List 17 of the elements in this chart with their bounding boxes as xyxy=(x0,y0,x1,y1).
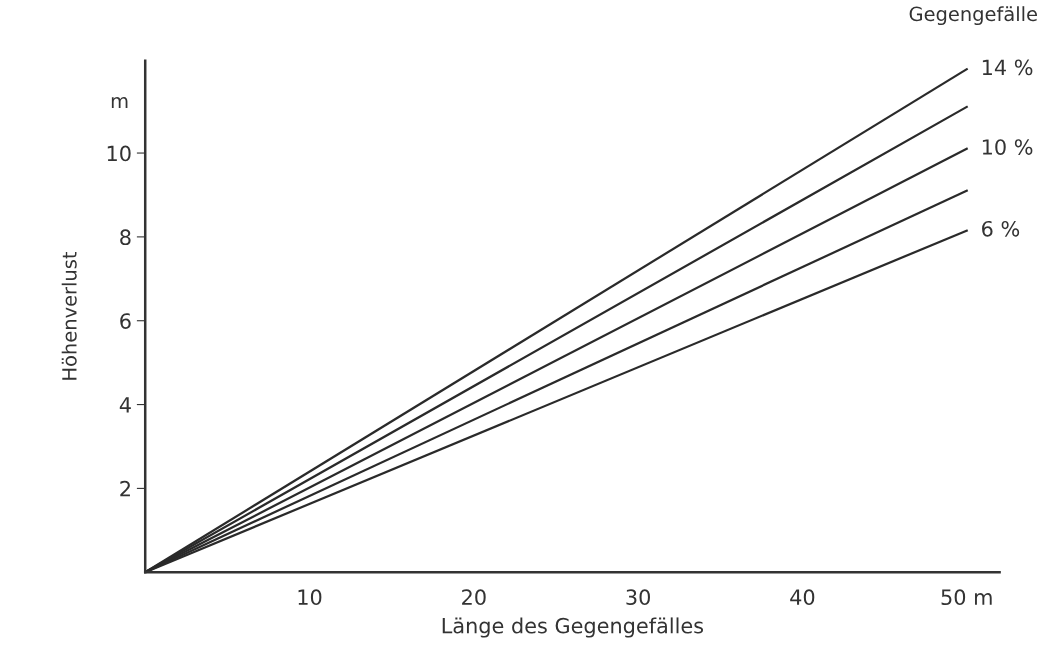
x-tick-label: 10 xyxy=(298,589,322,606)
y-tick-label: 10 xyxy=(107,145,131,162)
y-tick-label: 4 xyxy=(119,397,131,413)
x-tick-label: 30 xyxy=(626,589,650,606)
series-label: 6 % xyxy=(982,220,1020,237)
y-tick-label: 6 xyxy=(120,313,131,329)
x-axis-title: Länge des Gegengefälles xyxy=(442,617,704,638)
x-tick-label: 40 xyxy=(790,589,815,606)
legend-title: Gegengefälle xyxy=(909,6,1037,26)
x-tick-label: 50 m xyxy=(941,589,992,606)
text: m xyxy=(111,97,128,108)
x-tick-label: 20 xyxy=(462,589,486,606)
y-axis-title: Höhenverlust xyxy=(61,251,77,380)
series-label: 14 % xyxy=(982,59,1033,76)
y-tick-label: 8 xyxy=(120,229,131,246)
y-tick-label: 2 xyxy=(120,480,130,497)
series-label: 10 % xyxy=(982,139,1033,155)
